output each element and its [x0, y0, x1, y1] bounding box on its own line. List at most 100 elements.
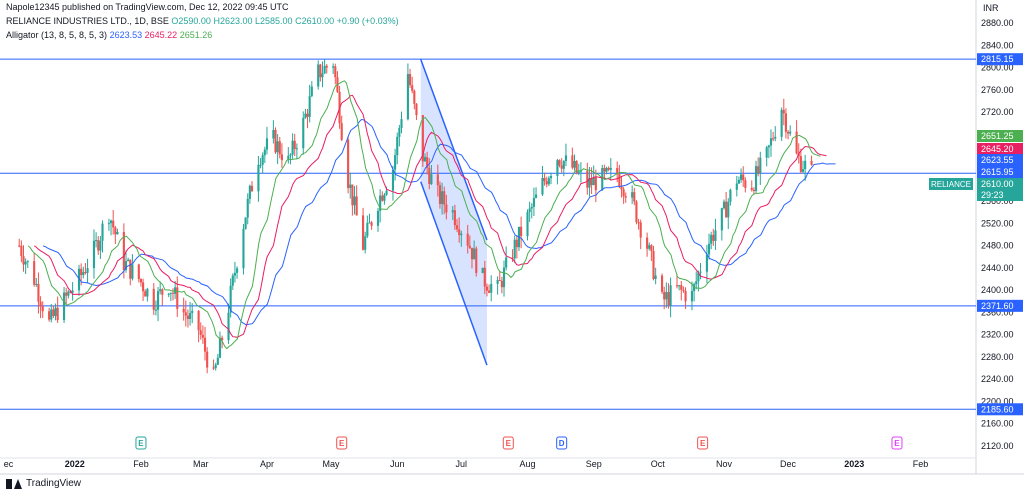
candle-body: [594, 177, 597, 191]
candle-body: [366, 222, 369, 237]
candle-body: [349, 184, 352, 188]
candle-body: [682, 289, 685, 291]
candle-body: [370, 222, 373, 226]
candle-body: [71, 290, 74, 293]
candle-body: [114, 227, 117, 235]
candle-body: [757, 166, 760, 174]
candle-body: [603, 168, 606, 172]
candle-body: [124, 261, 128, 270]
candle-body: [633, 192, 636, 202]
event-marker: [336, 436, 348, 450]
candle-body: [101, 223, 104, 241]
candle-body: [167, 293, 170, 295]
candle-body: [186, 315, 190, 319]
candle-body: [505, 257, 508, 268]
candle-body: [206, 351, 209, 368]
candle-body: [616, 167, 619, 174]
x-tick-label: Oct: [651, 459, 666, 469]
candle-body: [246, 198, 249, 218]
candle-body: [436, 174, 439, 186]
candle-body: [426, 157, 429, 168]
candle-body: [579, 170, 582, 172]
candle-body: [400, 119, 403, 128]
candle-body: [39, 301, 42, 307]
candle-body: [82, 272, 85, 276]
candle-body: [33, 261, 36, 285]
x-tick-label: Apr: [260, 459, 274, 469]
x-tick-label: Dec: [780, 459, 797, 469]
candle-body: [259, 164, 262, 166]
candle-body: [530, 206, 533, 209]
candle-body: [795, 131, 798, 154]
candle-body: [690, 290, 694, 302]
y-tick-label: 2400.00: [981, 285, 1014, 295]
candle-body: [203, 337, 207, 352]
candle-body: [218, 337, 222, 358]
ohlc-low: L2585.00: [255, 16, 293, 26]
y-tick-label: 2280.00: [981, 352, 1014, 362]
candle-body: [191, 310, 194, 314]
current-price-text: 2645.20: [981, 144, 1014, 154]
candle-body: [810, 160, 813, 165]
candle-body: [742, 174, 745, 181]
candle-body: [129, 259, 132, 279]
x-tick-label: Feb: [913, 459, 929, 469]
candle-body: [684, 290, 687, 302]
candle-body: [77, 268, 81, 291]
x-tick-label: Feb: [133, 459, 149, 469]
candle-body: [759, 157, 762, 174]
candle-body: [430, 174, 433, 185]
event-letter: E: [506, 439, 512, 448]
candle-body: [302, 117, 305, 149]
symbol-name: RELIANCE INDUSTRIES LTD., 1D, BSE: [6, 16, 169, 26]
y-tick-label: 2240.00: [981, 374, 1014, 384]
candle-body: [69, 291, 72, 293]
candle-body: [287, 155, 290, 161]
event-marker: [891, 436, 903, 450]
candle-body: [201, 334, 204, 338]
level-price-text: 2815.15: [981, 54, 1014, 64]
candle-body: [214, 364, 217, 369]
candle-body: [575, 160, 578, 173]
candle-body: [558, 160, 561, 166]
candle-body: [347, 139, 350, 188]
level-price-text: 2371.60: [981, 301, 1014, 311]
candle-body: [720, 208, 723, 231]
candle-body: [605, 167, 608, 172]
candle-body: [197, 310, 200, 331]
candle-body: [622, 189, 625, 197]
candle-body: [319, 64, 322, 78]
candle-body: [562, 161, 565, 169]
candle-body: [475, 248, 478, 273]
x-tick-label: 2022: [65, 459, 85, 469]
candle-body: [545, 181, 548, 185]
candle-body: [541, 178, 544, 195]
candle-body: [799, 156, 802, 172]
footer-brand[interactable]: TradingView: [6, 478, 81, 489]
candle-body: [511, 257, 514, 259]
candle-body: [678, 285, 681, 287]
candle-body: [24, 261, 27, 265]
candle-body: [571, 155, 574, 168]
candle-body: [804, 160, 807, 170]
level-price-text: 2185.60: [981, 404, 1014, 414]
current-price-label: [977, 143, 1023, 155]
candle-body: [52, 309, 55, 317]
candle-body: [233, 272, 236, 276]
candle-body: [391, 169, 395, 191]
candle-body: [171, 292, 175, 294]
candle-body: [174, 287, 177, 294]
candle-body: [182, 308, 185, 313]
candle-body: [592, 177, 595, 186]
candle-body: [488, 290, 491, 293]
y-tick-label: 2360.00: [981, 307, 1014, 317]
candle-body: [502, 267, 506, 288]
candle-body: [722, 201, 726, 209]
y-tick-label: 2880.00: [981, 18, 1014, 28]
candle-body: [680, 285, 683, 290]
candle-body: [272, 129, 275, 139]
candle-body: [782, 109, 785, 114]
candle-body: [609, 167, 612, 170]
candle-body: [695, 281, 698, 285]
